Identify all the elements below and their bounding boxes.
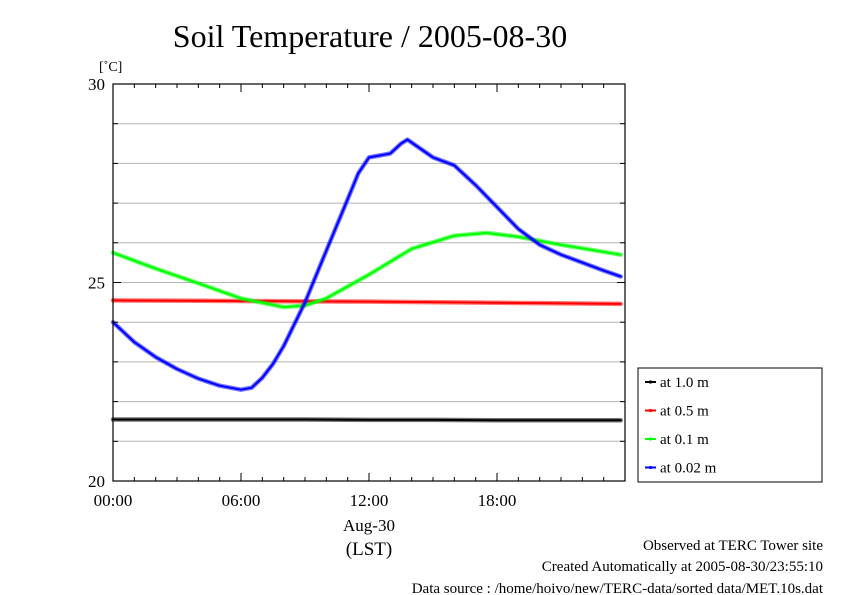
y-tick-labels: 20 25 30 xyxy=(88,75,105,491)
x-tick-label: 06:00 xyxy=(222,491,261,510)
y-axis-unit: [˚C] xyxy=(99,60,122,75)
data-series xyxy=(110,137,623,423)
x-tick-label: 18:00 xyxy=(478,491,517,510)
legend-label: at 0.5 m xyxy=(660,404,709,420)
legend-marker xyxy=(648,465,653,470)
legend: at 1.0 m at 0.5 m at 0.1 m at 0.02 m xyxy=(637,367,823,483)
series-line-at-0-02-m xyxy=(112,138,622,391)
data-source-note: Data source : /home/hoivo/new/TERC-data/… xyxy=(412,581,824,595)
axis-ticks xyxy=(112,83,626,482)
y-tick-label: 30 xyxy=(88,75,105,94)
date-label: Aug-30 xyxy=(343,516,395,535)
x-tick-label: 12:00 xyxy=(350,491,389,510)
legend-marker xyxy=(648,408,653,413)
legend-box xyxy=(637,367,823,483)
x-tick-labels: 00:00 06:00 12:00 18:00 xyxy=(94,491,517,510)
series-line-at-0-1-m-halo xyxy=(110,230,623,310)
y-tick-label: 25 xyxy=(88,274,105,293)
legend-marker xyxy=(648,437,653,441)
x-axis-label: (LST) xyxy=(346,539,392,560)
legend-marker xyxy=(648,380,653,384)
series-line-at-0-5-m xyxy=(112,299,622,305)
series-line-at-1-0-m xyxy=(112,418,622,422)
y-tick-label: 20 xyxy=(88,472,105,491)
legend-label: at 0.02 m xyxy=(660,461,717,477)
series-line-at-0-1-m xyxy=(112,231,622,309)
legend-label: at 0.1 m xyxy=(660,432,709,448)
chart-title: Soil Temperature / 2005-08-30 xyxy=(173,18,567,54)
legend-label: at 1.0 m xyxy=(660,375,709,391)
created-note: Created Automatically at 2005-08-30/23:5… xyxy=(542,559,823,575)
x-tick-label: 00:00 xyxy=(94,491,133,510)
series-line-at-0-02-m-halo xyxy=(110,137,623,392)
observed-note: Observed at TERC Tower site xyxy=(643,538,823,554)
